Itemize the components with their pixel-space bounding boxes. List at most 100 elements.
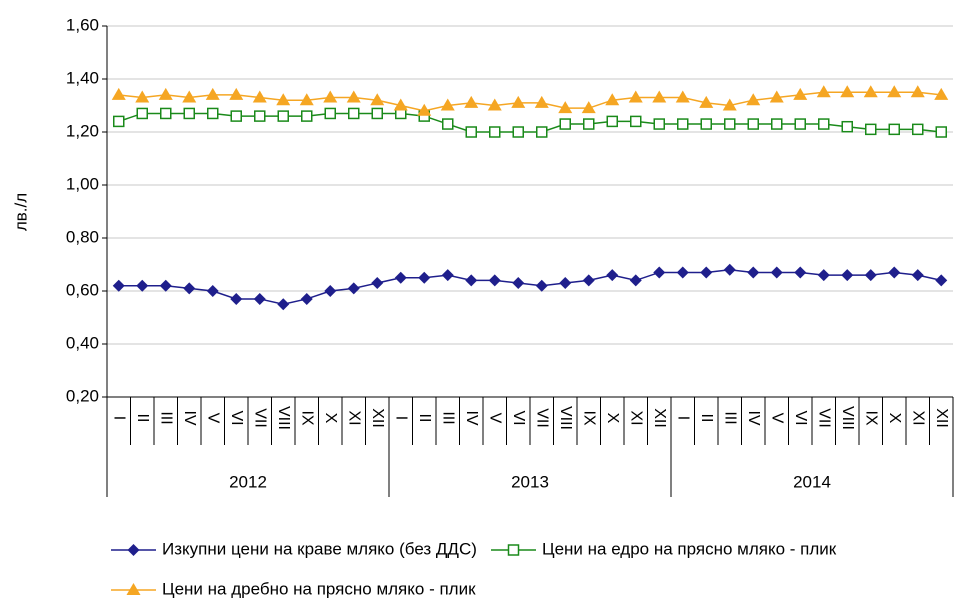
data-point bbox=[487, 98, 502, 111]
data-point bbox=[700, 118, 712, 130]
data-point bbox=[254, 110, 266, 122]
data-point bbox=[794, 266, 807, 279]
data-point bbox=[722, 98, 737, 111]
data-point bbox=[113, 115, 125, 128]
data-point bbox=[793, 87, 808, 100]
data-point bbox=[370, 93, 385, 106]
data-point bbox=[160, 107, 172, 120]
data-point bbox=[299, 93, 314, 106]
data-point bbox=[559, 277, 572, 290]
series-line bbox=[118, 91, 942, 112]
data-point bbox=[863, 85, 878, 98]
x-tick-label: III bbox=[440, 411, 457, 424]
data-point bbox=[865, 123, 877, 136]
data-point bbox=[183, 282, 196, 295]
data-point bbox=[158, 87, 173, 100]
data-point bbox=[606, 115, 618, 128]
data-point bbox=[912, 123, 924, 136]
x-tick-label: IX bbox=[299, 410, 316, 425]
year-label: 2014 bbox=[793, 472, 831, 491]
x-tick-label: VII bbox=[816, 408, 833, 428]
data-point bbox=[229, 87, 244, 100]
data-point bbox=[558, 101, 573, 114]
x-tick-label: III bbox=[722, 411, 739, 424]
data-point bbox=[888, 266, 901, 279]
data-point bbox=[676, 266, 689, 279]
y-tick-label: 1,40 bbox=[66, 68, 99, 87]
data-point bbox=[536, 126, 548, 138]
data-point bbox=[629, 274, 642, 287]
data-point bbox=[723, 263, 736, 276]
x-tick-label: I bbox=[111, 416, 128, 420]
y-tick-label: 1,20 bbox=[66, 121, 99, 140]
data-point bbox=[393, 98, 408, 111]
data-point bbox=[582, 274, 595, 287]
x-tick-label: VIII bbox=[557, 406, 574, 430]
data-point bbox=[324, 107, 336, 120]
data-point bbox=[675, 90, 690, 103]
y-tick-label: 0,40 bbox=[66, 333, 99, 352]
y-tick-label: 0,80 bbox=[66, 227, 99, 246]
x-tick-label: I bbox=[393, 416, 410, 420]
data-point bbox=[464, 95, 479, 108]
data-point bbox=[699, 95, 714, 108]
data-point bbox=[253, 292, 266, 305]
data-point bbox=[465, 274, 478, 287]
x-tick-label: X bbox=[322, 413, 339, 424]
data-point bbox=[771, 118, 783, 130]
data-point bbox=[935, 274, 948, 287]
data-point bbox=[935, 126, 947, 138]
x-tick-label: XII bbox=[651, 408, 668, 428]
x-tick-label: V bbox=[487, 413, 504, 424]
x-tick-label: VI bbox=[792, 410, 809, 425]
series-line bbox=[118, 269, 942, 306]
data-point bbox=[252, 90, 267, 103]
data-point bbox=[206, 285, 219, 297]
data-point bbox=[348, 107, 360, 120]
data-point bbox=[653, 266, 666, 279]
data-point bbox=[301, 110, 313, 122]
x-tick-label: VII bbox=[534, 408, 551, 428]
legend-label: Изкупни цени на краве мляко (без ДДС) bbox=[162, 539, 477, 558]
data-point bbox=[864, 269, 877, 282]
legend-marker bbox=[127, 544, 140, 556]
y-tick-label: 0,60 bbox=[66, 280, 99, 299]
data-point bbox=[628, 90, 643, 103]
data-point bbox=[606, 269, 619, 282]
series-line bbox=[118, 112, 942, 133]
data-point bbox=[135, 90, 150, 103]
year-label: 2013 bbox=[511, 472, 549, 491]
data-point bbox=[911, 269, 924, 282]
x-tick-label: VIII bbox=[275, 406, 292, 430]
data-point bbox=[441, 269, 454, 282]
data-point bbox=[417, 103, 432, 116]
data-point bbox=[769, 90, 784, 103]
x-tick-label: IX bbox=[863, 410, 880, 425]
legend-label: Цени на едро на прясно мляко - плик bbox=[542, 539, 837, 558]
data-point bbox=[653, 118, 665, 130]
x-tick-label: V bbox=[205, 413, 222, 424]
data-point bbox=[559, 118, 571, 130]
data-point bbox=[535, 279, 548, 292]
data-point bbox=[746, 93, 761, 106]
x-tick-label: X bbox=[604, 413, 621, 424]
data-point bbox=[324, 285, 337, 297]
x-tick-label: VI bbox=[510, 410, 527, 425]
data-point bbox=[583, 118, 595, 130]
data-point bbox=[230, 292, 243, 305]
x-tick-label: IV bbox=[745, 410, 762, 425]
x-tick-label: I bbox=[675, 416, 692, 420]
data-point bbox=[136, 279, 149, 292]
data-point bbox=[818, 118, 830, 130]
legend-marker bbox=[126, 583, 141, 595]
data-point bbox=[182, 90, 197, 103]
data-point bbox=[700, 266, 713, 279]
data-point bbox=[488, 274, 501, 287]
data-point bbox=[418, 271, 431, 284]
data-point bbox=[887, 85, 902, 98]
data-point bbox=[888, 123, 900, 136]
x-tick-label: II bbox=[134, 414, 151, 423]
x-tick-label: II bbox=[698, 414, 715, 423]
x-tick-label: XII bbox=[369, 408, 386, 428]
data-point bbox=[183, 107, 195, 120]
